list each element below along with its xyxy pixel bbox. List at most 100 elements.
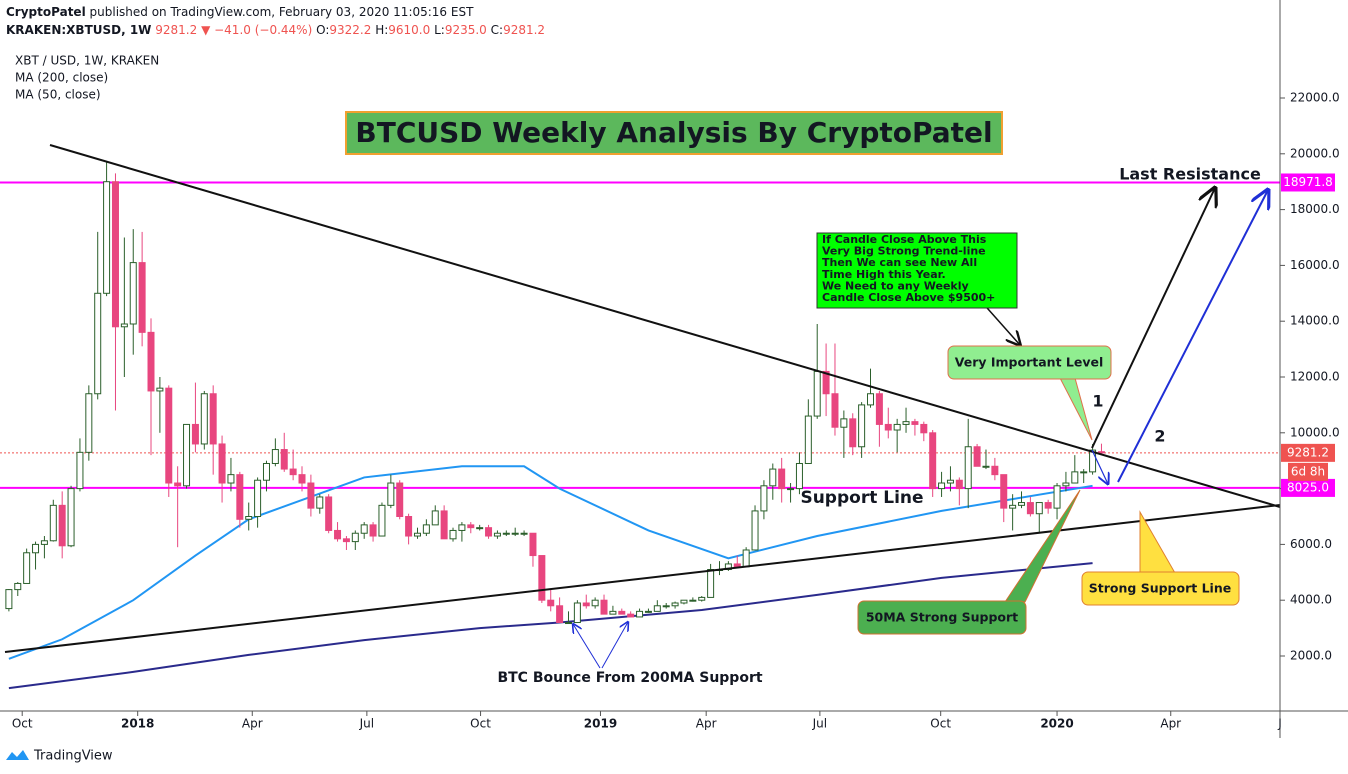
x-tick-label: Oct bbox=[12, 717, 33, 731]
annotation: Last Resistance bbox=[1119, 165, 1261, 184]
candle-body bbox=[387, 482, 395, 506]
candle-body bbox=[440, 510, 448, 540]
annotation: BTC Bounce From 200MA Support bbox=[497, 670, 762, 686]
quote-key: H: bbox=[375, 23, 388, 37]
x-tick-label: Oct bbox=[470, 717, 491, 731]
candle-body bbox=[147, 331, 155, 392]
candle-body bbox=[938, 482, 946, 490]
candle-body bbox=[200, 393, 208, 445]
candle-body bbox=[1018, 502, 1026, 506]
arrow bbox=[1091, 449, 1108, 484]
x-tick-label: 2018 bbox=[121, 717, 154, 731]
candle-body bbox=[787, 488, 795, 491]
countdown: 6d 8h bbox=[1291, 464, 1325, 478]
y-tick-label: 10000.0 bbox=[1290, 425, 1340, 439]
candle-body bbox=[982, 465, 990, 468]
price-label-box bbox=[1281, 443, 1335, 462]
candle-body bbox=[40, 540, 48, 545]
logo-icon bbox=[6, 750, 29, 760]
change: ▼ −41.0 (−0.44%) bbox=[201, 23, 312, 37]
candle-body bbox=[867, 393, 875, 406]
trend-line bbox=[4, 504, 1281, 653]
candle-body bbox=[191, 423, 199, 445]
candle-body bbox=[1080, 471, 1088, 474]
candle-body bbox=[884, 423, 892, 431]
price-axis bbox=[1280, 0, 1348, 738]
publisher: CryptoPatel bbox=[6, 5, 86, 19]
candle-body bbox=[378, 504, 386, 537]
header-line: KRAKEN:XBTUSD, 1W 9281.2 ▼ −41.0 (−0.44%… bbox=[6, 23, 545, 37]
candle-body bbox=[733, 563, 741, 568]
candle-body bbox=[23, 552, 31, 584]
candle-body bbox=[831, 393, 839, 428]
candle-body bbox=[929, 432, 937, 490]
published: published on TradingView.com, February 0… bbox=[90, 5, 475, 19]
x-tick-label: Jul bbox=[812, 717, 827, 731]
candle-body bbox=[271, 449, 279, 464]
x-tick-label: Apr bbox=[696, 717, 717, 731]
candle-body bbox=[973, 446, 981, 467]
candle-body bbox=[298, 474, 306, 484]
y-tick-label: 2000.0 bbox=[1290, 649, 1332, 663]
candle-body bbox=[467, 524, 475, 529]
candle-body bbox=[129, 262, 137, 325]
candle-body bbox=[511, 532, 519, 535]
logo: TradingView bbox=[33, 749, 113, 764]
candle-body bbox=[689, 599, 697, 602]
candle-body bbox=[218, 443, 226, 484]
y-tick-label: 12000.0 bbox=[1290, 370, 1340, 384]
note-line: If Candle Close Above This bbox=[822, 233, 987, 246]
footer bbox=[0, 739, 1348, 774]
candle-body bbox=[369, 524, 377, 537]
candle-body bbox=[858, 404, 866, 448]
candle-body bbox=[1035, 502, 1043, 515]
candle-body bbox=[1071, 471, 1079, 484]
quote-key: O: bbox=[316, 23, 329, 37]
arrow bbox=[601, 622, 628, 669]
candle-body bbox=[804, 415, 812, 464]
candle-body bbox=[58, 504, 66, 547]
candle-body bbox=[1097, 451, 1105, 454]
title-box bbox=[345, 111, 1003, 155]
candle-body bbox=[564, 622, 572, 625]
candle-body bbox=[493, 532, 501, 537]
candle-body bbox=[280, 449, 288, 470]
header-line: CryptoPatel published on TradingView.com… bbox=[6, 5, 474, 19]
annotation: 1 bbox=[1092, 392, 1103, 411]
annotation: 50MA Strong Support bbox=[866, 610, 1018, 625]
candle-body bbox=[111, 181, 119, 328]
candle-body bbox=[840, 418, 848, 428]
candle-body bbox=[1000, 474, 1008, 509]
y-tick-label: 22000.0 bbox=[1290, 91, 1340, 105]
candle-body bbox=[600, 599, 608, 615]
note-line: Candle Close Above $9500+ bbox=[822, 291, 995, 304]
candle-body bbox=[573, 602, 581, 624]
annotation: Very Important Level bbox=[955, 355, 1104, 370]
candle-body bbox=[165, 387, 173, 484]
candle-body bbox=[742, 549, 750, 568]
candle-body bbox=[964, 446, 972, 490]
candle-body bbox=[911, 421, 919, 425]
candle-body bbox=[1053, 485, 1061, 509]
candle-body bbox=[875, 393, 883, 425]
moving-average bbox=[8, 465, 1093, 660]
candle-body bbox=[955, 479, 963, 490]
candle-body bbox=[156, 387, 164, 392]
candle-body bbox=[698, 596, 706, 601]
price-label: 8025.0 bbox=[1287, 480, 1329, 494]
candle-body bbox=[529, 532, 537, 557]
price-label-box bbox=[1281, 173, 1335, 192]
candle-body bbox=[449, 529, 457, 540]
time-axis bbox=[0, 711, 1348, 738]
candle-body bbox=[316, 496, 324, 509]
candle-body bbox=[822, 370, 830, 395]
candle-body bbox=[751, 510, 759, 551]
candle-body bbox=[609, 610, 617, 615]
chart-title: BTCUSD Weekly Analysis By CryptoPatel bbox=[355, 116, 992, 149]
note-line: Very Big Strong Trend-line bbox=[822, 245, 986, 258]
candle-body bbox=[618, 610, 626, 615]
candle-body bbox=[760, 485, 768, 512]
x-tick-label: Apr bbox=[242, 717, 263, 731]
candle-body bbox=[405, 516, 413, 537]
